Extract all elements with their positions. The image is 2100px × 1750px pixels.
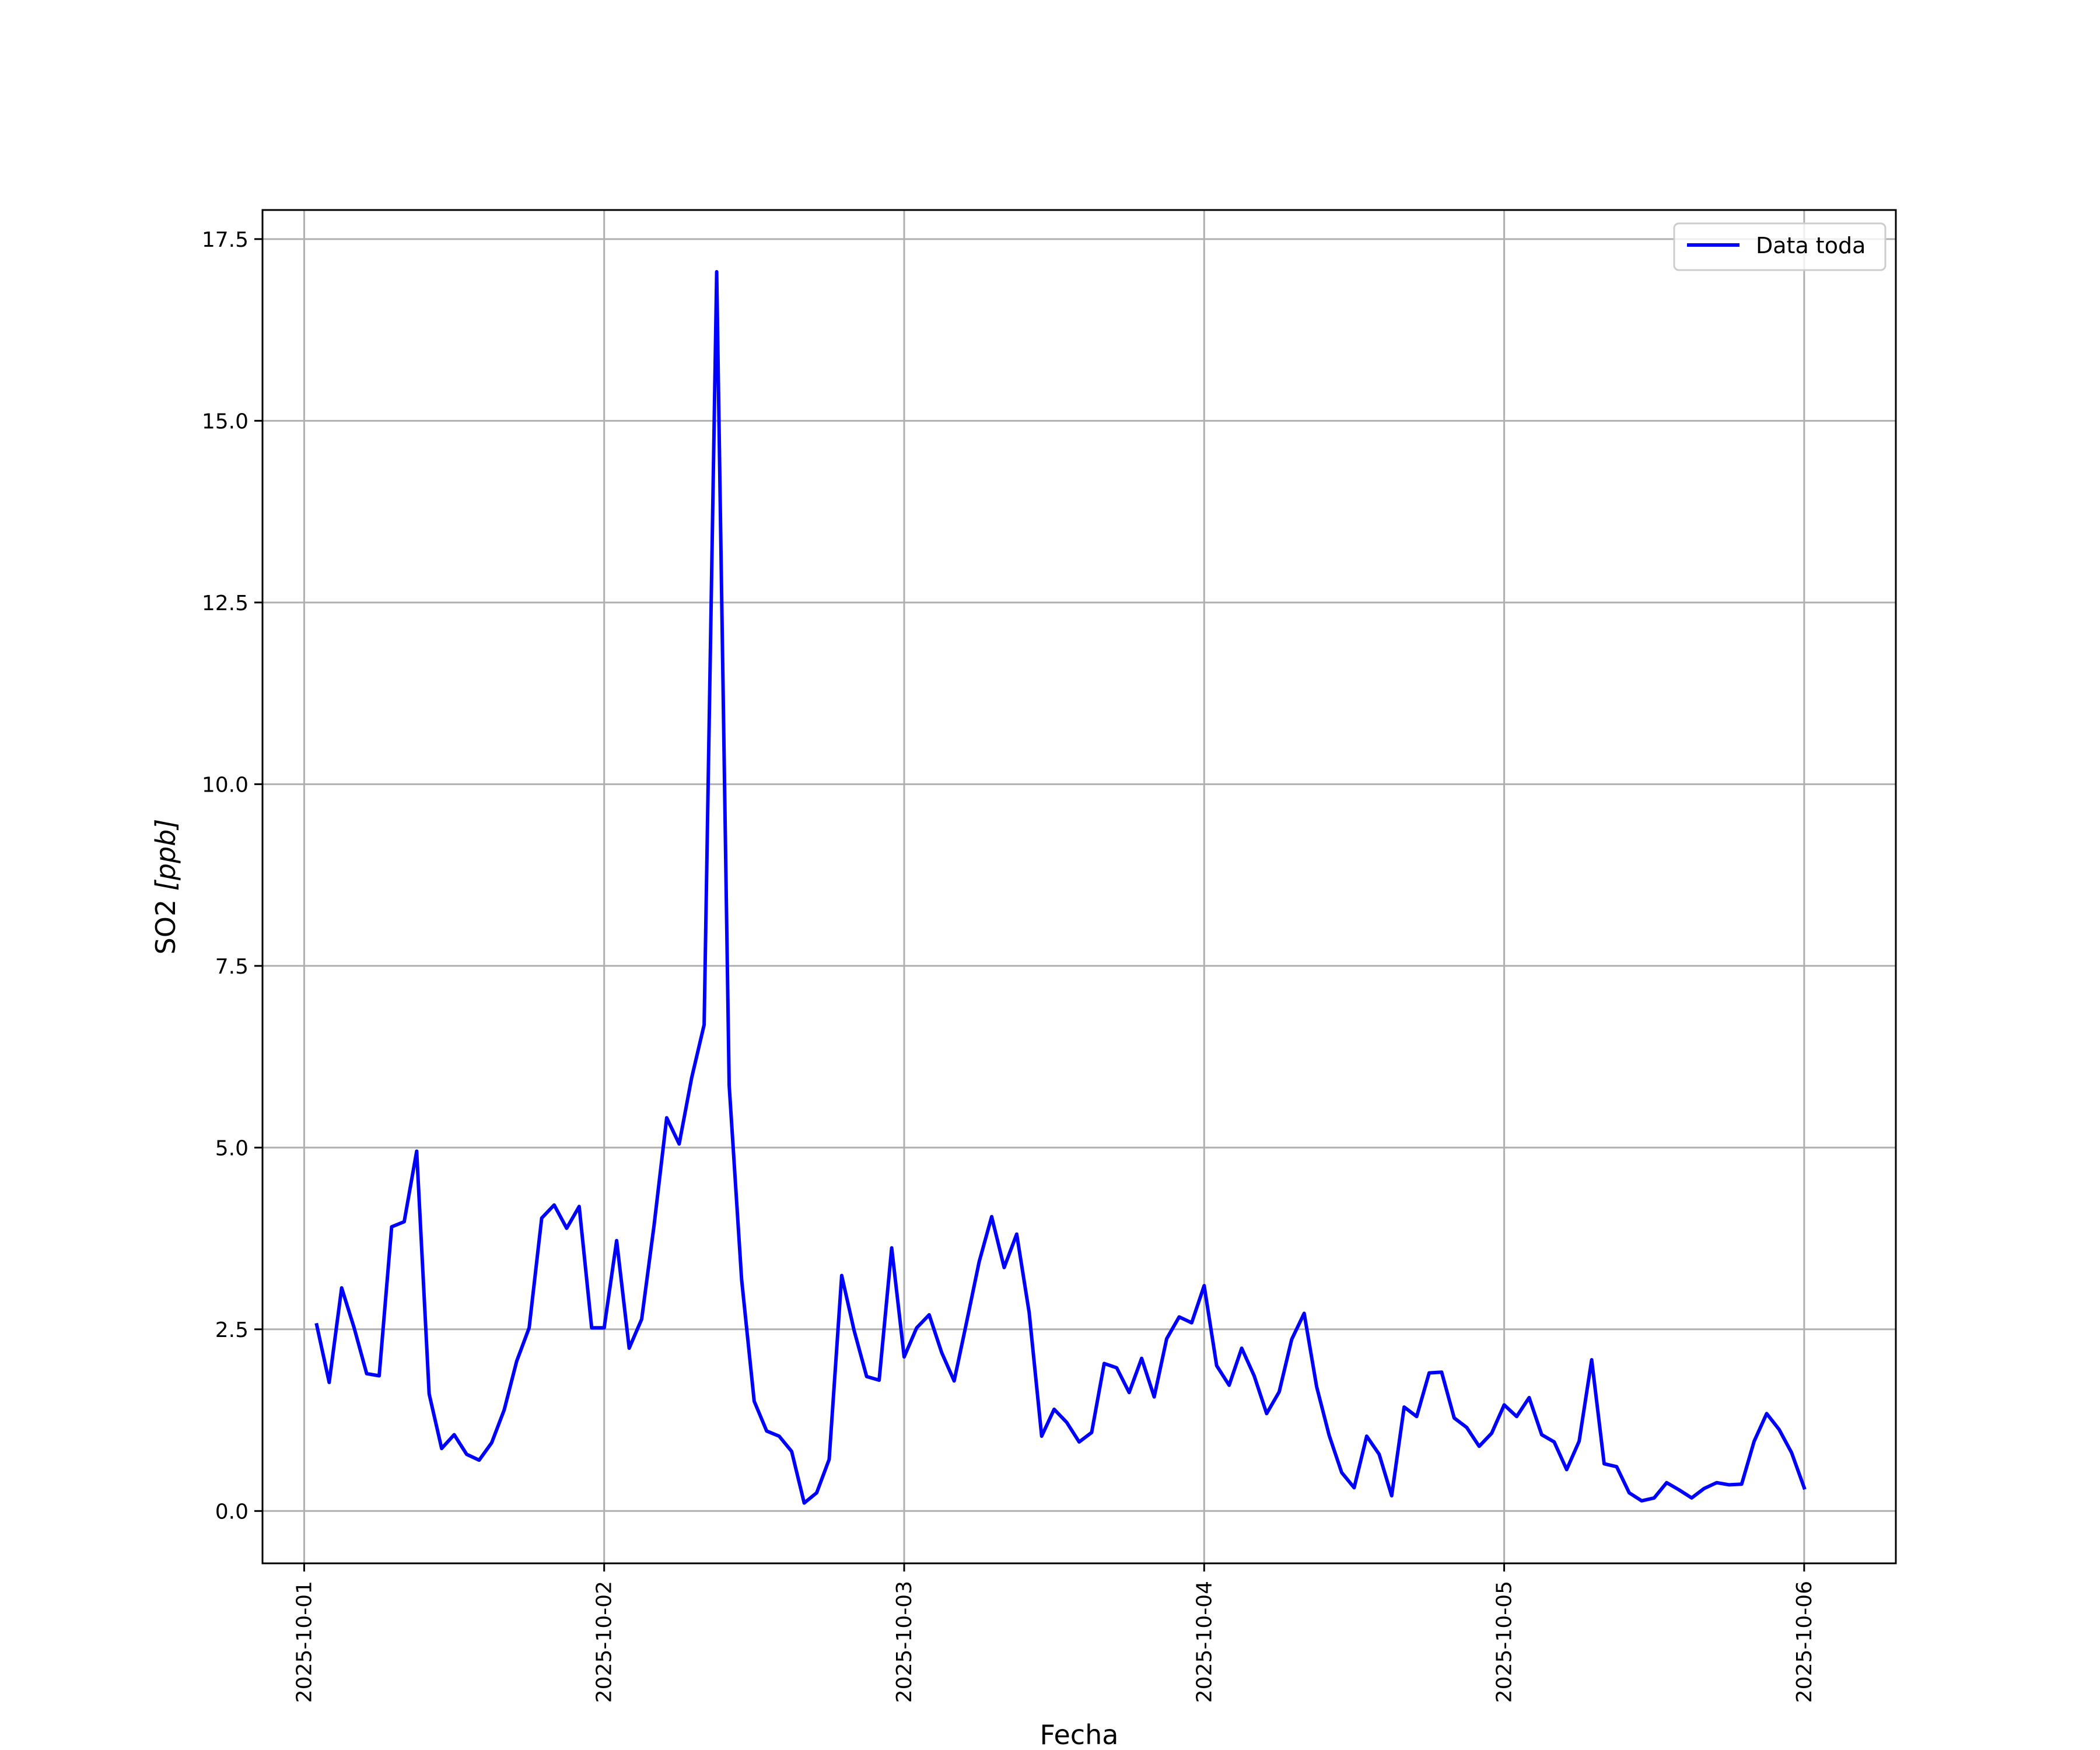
x-axis-title: Fecha (1040, 1719, 1119, 1750)
legend-box (1673, 222, 1887, 271)
legend: Data toda (1673, 222, 1887, 271)
series-line-0 (314, 270, 1807, 1505)
y-axis-title: SO2 [ppb] (150, 819, 181, 955)
y-tick-label: 7.5 (215, 955, 249, 979)
y-tick-label: 15.0 (202, 410, 249, 433)
grid-lines (262, 210, 1896, 1563)
y-tick-label: 10.0 (202, 773, 249, 797)
y-tick-label: 12.5 (202, 592, 249, 615)
x-tick-label: 2025-10-02 (593, 1581, 617, 1703)
y-tick-label: 5.0 (215, 1136, 249, 1160)
x-axis: 2025-10-01 2025-10-02 2025-10-03 2025-10-04… (292, 1563, 1817, 1703)
y-axis-title-unit: [ppb] (150, 819, 181, 891)
y-tick-label: 2.5 (215, 1318, 249, 1342)
y-axis-title-main: SO2 (150, 891, 181, 954)
x-tick-label: 2025-10-01 (292, 1581, 316, 1703)
x-tick-label: 2025-10-06 (1793, 1581, 1817, 1703)
legend-label-data-toda: Data toda (1756, 233, 1866, 258)
series-layer (314, 270, 1807, 1505)
y-tick-label: 17.5 (202, 228, 249, 252)
x-tick-label: 2025-10-05 (1493, 1581, 1517, 1703)
x-tick-label: 2025-10-04 (1192, 1581, 1216, 1703)
plot-frame (261, 209, 1897, 1564)
y-tick-label: 0.0 (215, 1500, 249, 1524)
y-axis: 0.0 2.5 5.0 7.5 10.0 12.5 15.0 17.5 (202, 228, 262, 1524)
x-tick-label: 2025-10-03 (892, 1581, 916, 1703)
